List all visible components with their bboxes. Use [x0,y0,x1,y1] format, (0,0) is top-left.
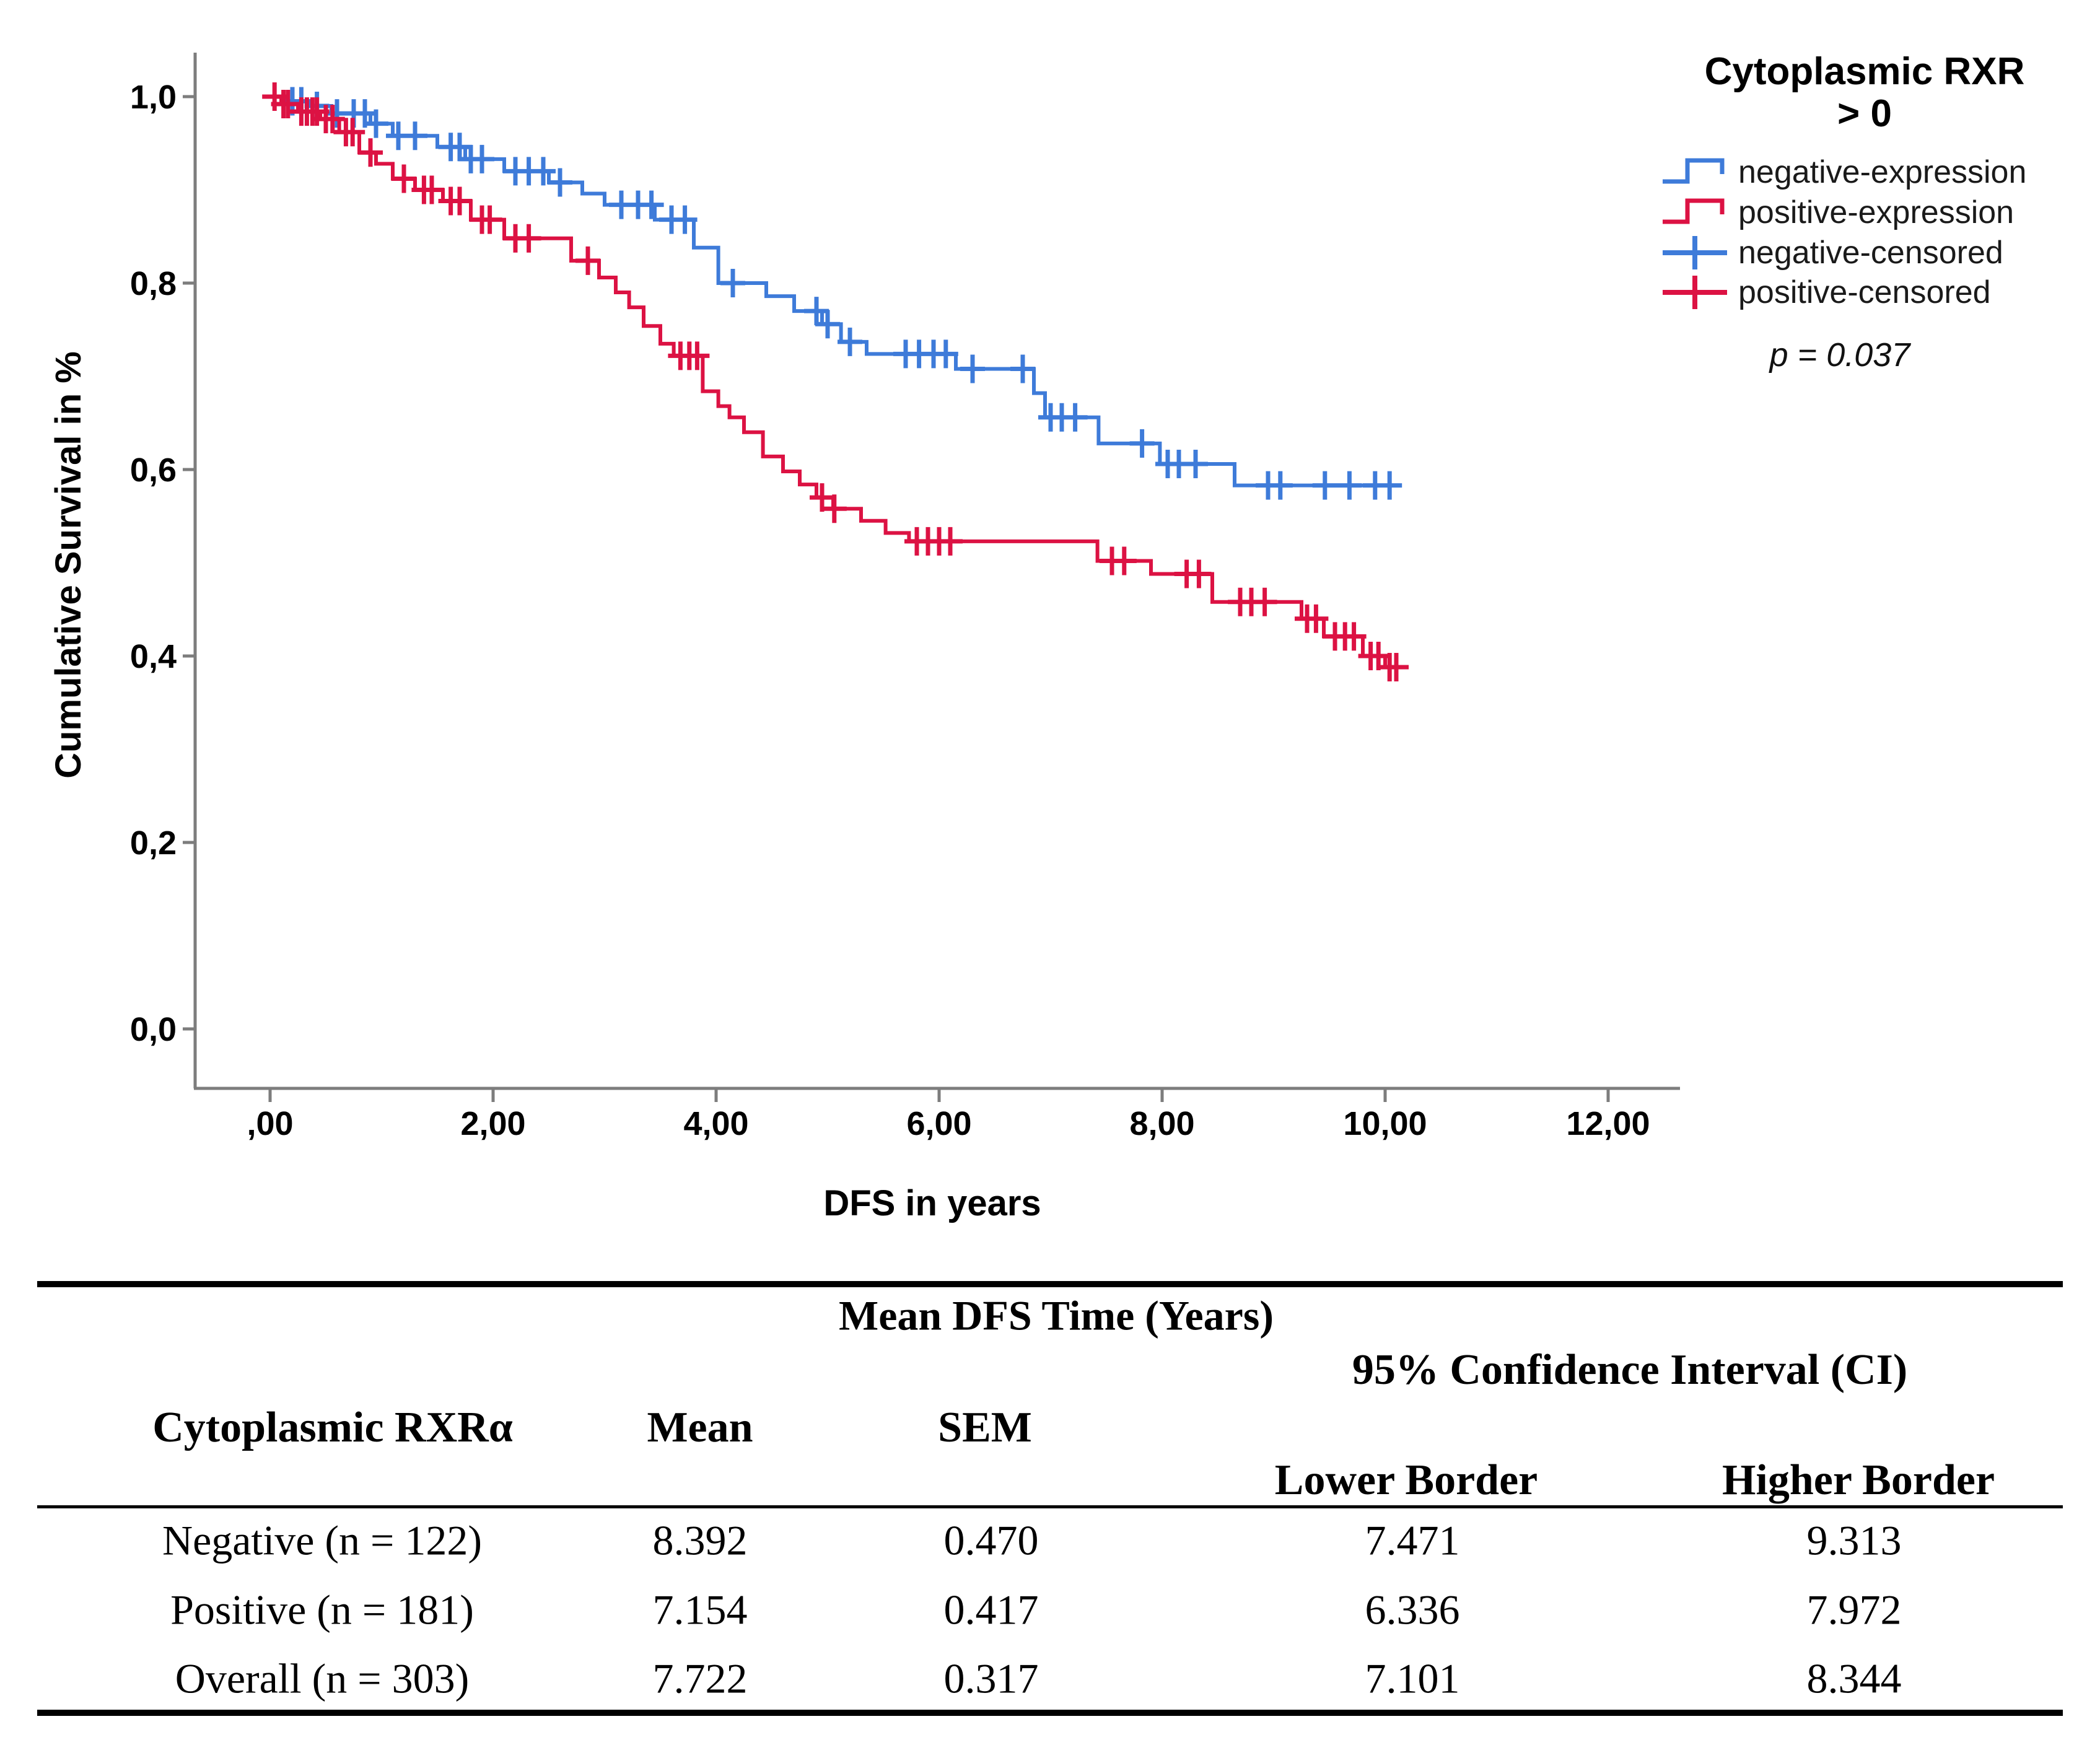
col-header-sem: SEM [938,1404,1032,1451]
row-mean-value: 8.392 [652,1516,748,1564]
col-header-group: Cytoplasmic RXRα [152,1404,513,1451]
km-survival-chart: 1,0 0,8 0,6 0,4 0,2 0,0 ,00 2,00 4,00 6,… [48,53,1680,1223]
step-line-icon [1663,158,1725,184]
series-path [280,87,1402,500]
y-tick-label: 0,4 [130,638,177,675]
chart-legend: Cytoplasmic RXR > 0 negative-expression … [1623,34,2100,431]
col-header-lower: Lower Border [1274,1456,1538,1504]
series-path [270,95,1396,488]
y-axis-title: Cumulative Survival in % [48,351,89,779]
table-rule-header [37,1505,2063,1508]
x-tick-label: 2,00 [460,1105,525,1142]
legend-label: positive-censored [1738,274,1991,310]
legend-label: negative-expression [1738,154,2027,190]
x-tick-label: ,00 [247,1105,293,1142]
x-tick-label: 6,00 [906,1105,971,1142]
table-rule-bottom [37,1710,2063,1716]
series-path [270,95,1399,670]
y-tick-label: 0,8 [130,265,177,302]
row-sem-value: 0.417 [943,1586,1039,1633]
y-tick-label: 0,6 [130,452,177,489]
legend-title-line2: > 0 [1837,92,1892,135]
row-group-label: Positive (n = 181) [170,1586,474,1633]
x-tick-label: 8,00 [1129,1105,1194,1142]
row-higher-value: 9.313 [1806,1516,1902,1564]
table-rule-top [37,1281,2063,1287]
row-mean-value: 7.722 [652,1655,748,1702]
row-higher-value: 8.344 [1806,1655,1902,1702]
legend-item-positive-censored: positive-censored [1660,273,1991,312]
table-title: Mean DFS Time (Years) [839,1292,1274,1339]
legend-label: positive-expression [1738,195,2015,230]
series-path [262,82,1409,682]
x-tick-label: 4,00 [683,1105,748,1142]
y-tick-label: 0,0 [130,1011,177,1048]
legend-title-line1: Cytoplasmic RXR [1704,50,2025,93]
x-axis-title: DFS in years [823,1183,1041,1223]
x-tick-label: 12,00 [1566,1105,1650,1142]
y-tick-label: 0,2 [130,824,177,862]
row-higher-value: 7.972 [1806,1586,1902,1633]
step-line-icon [1663,198,1725,224]
col-header-mean: Mean [647,1404,753,1451]
y-tick-label: 1,0 [130,79,177,116]
col-header-ci: 95% Confidence Interval (CI) [1352,1346,1908,1394]
p-value: p = 0.037 [1769,336,1910,374]
col-header-higher: Higher Border [1722,1456,1995,1504]
row-lower-value: 7.471 [1365,1516,1460,1564]
plus-censored-icon [1663,236,1727,269]
plus-censored-icon [1663,276,1727,309]
row-mean-value: 7.154 [652,1586,748,1633]
x-tick-label: 10,00 [1343,1105,1427,1142]
row-sem-value: 0.317 [943,1655,1039,1702]
row-group-label: Negative (n = 122) [162,1516,483,1564]
row-sem-value: 0.470 [943,1516,1039,1564]
row-lower-value: 6.336 [1365,1586,1460,1633]
legend-item-negative-censored: negative-censored [1660,233,2003,273]
legend-item-negative-expression: negative-expression [1660,152,2026,192]
row-group-label: Overall (n = 303) [175,1655,470,1702]
axis-tick-marks [183,95,1610,1102]
row-lower-value: 7.101 [1365,1655,1460,1702]
survival-curves [262,82,1409,682]
legend-label: negative-censored [1738,235,2003,271]
legend-item-positive-expression: positive-expression [1660,193,2014,232]
